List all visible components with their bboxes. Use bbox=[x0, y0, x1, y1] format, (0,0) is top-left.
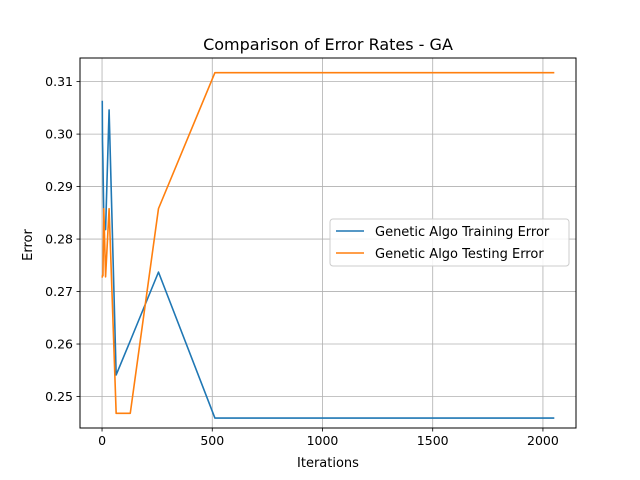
x-tick-label: 500 bbox=[200, 433, 224, 448]
legend-box bbox=[329, 218, 570, 267]
legend-label: Genetic Algo Training Error bbox=[375, 225, 550, 240]
y-tick-label: 0.28 bbox=[45, 232, 73, 247]
series-layer bbox=[101, 71, 555, 419]
tick-layer: 0 500 1000 1500 2000 0.25 0.26 0.27 0.28 0.29 0.30… bbox=[45, 74, 559, 448]
x-axis-label: Iterations bbox=[297, 456, 359, 471]
x-tick-label: 1000 bbox=[307, 433, 339, 448]
y-tick-label: 0.25 bbox=[45, 389, 73, 404]
y-tick-label: 0.30 bbox=[45, 127, 73, 142]
legend-label: Genetic Algo Testing Error bbox=[375, 247, 544, 262]
x-tick-label: 0 bbox=[98, 433, 106, 448]
x-tick-label: 1500 bbox=[417, 433, 449, 448]
grid-layer bbox=[80, 58, 576, 428]
y-tick-label: 0.31 bbox=[45, 74, 73, 89]
y-tick-label: 0.26 bbox=[45, 337, 73, 352]
y-tick-label: 0.27 bbox=[45, 284, 73, 299]
y-axis-label: Error bbox=[21, 229, 36, 261]
legend: Genetic Algo Training Error Genetic Algo … bbox=[329, 218, 570, 267]
x-tick-label: 2000 bbox=[527, 433, 559, 448]
y-tick-label: 0.29 bbox=[45, 179, 73, 194]
series-line-training-error bbox=[101, 100, 555, 419]
plot-area-frame bbox=[79, 57, 577, 429]
series-line-testing-error bbox=[101, 71, 555, 415]
chart-title: Comparison of Error Rates - GA bbox=[203, 35, 453, 54]
